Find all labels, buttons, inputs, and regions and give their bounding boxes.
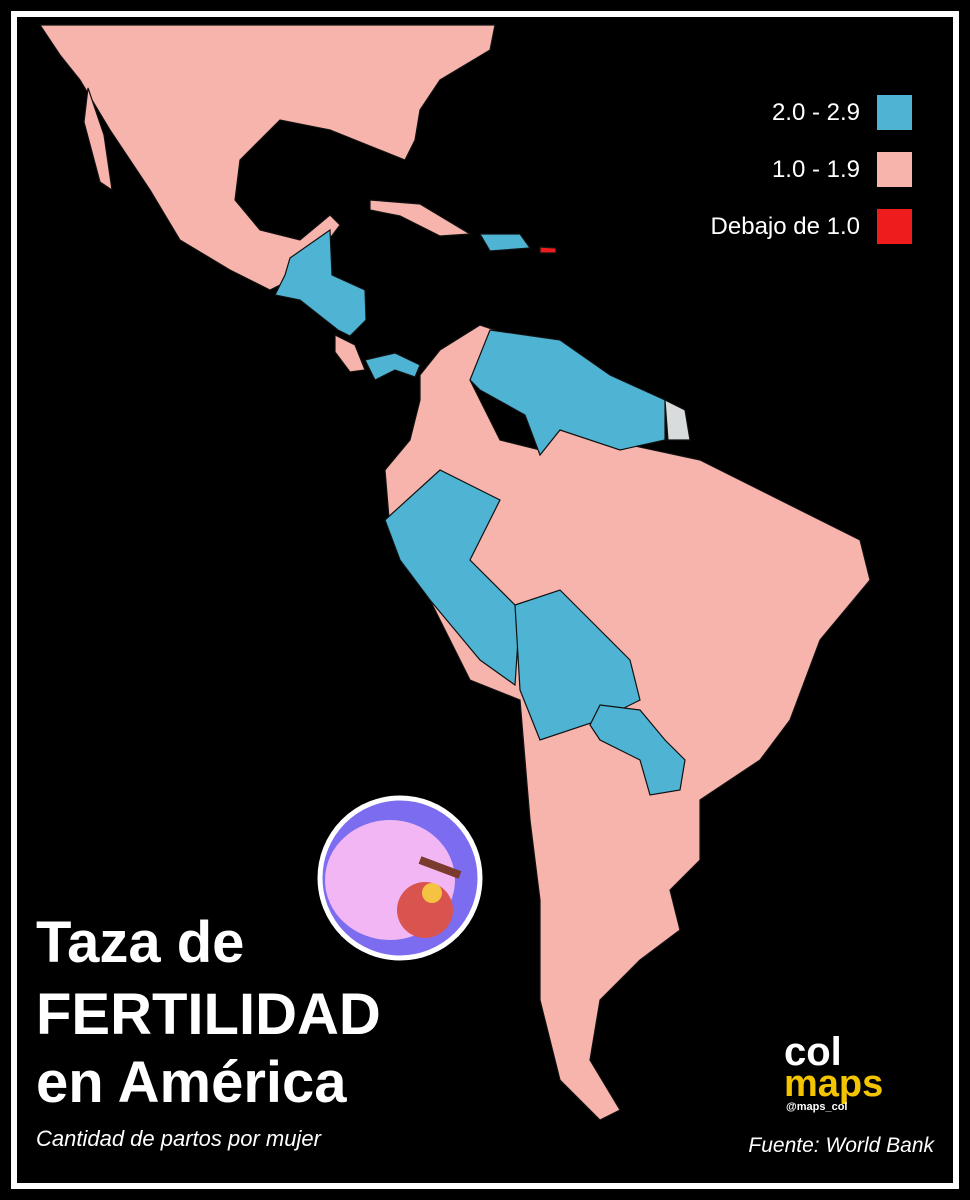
- logo: col maps @maps_col: [784, 1030, 883, 1113]
- hispaniola: [478, 233, 532, 252]
- title-line: en América: [36, 1050, 347, 1115]
- bolivia: [514, 589, 641, 741]
- panama: [364, 352, 421, 381]
- legend-swatch: [877, 209, 912, 244]
- logo-handle: @maps_col: [786, 1101, 847, 1113]
- north-america: [38, 24, 496, 291]
- logo-line: maps: [784, 1063, 883, 1105]
- logo-line: col: [784, 1030, 842, 1074]
- puerto-rico: [539, 246, 557, 254]
- central-america: [274, 228, 367, 337]
- frame: [11, 11, 959, 1189]
- illustration: [317, 795, 483, 961]
- subtitle: Cantidad de partos por mujer: [36, 1126, 323, 1151]
- french-guiana: [664, 398, 691, 441]
- paraguay: [589, 704, 686, 796]
- legend-label: Debajo de 1.0: [711, 213, 860, 240]
- legend-swatch: [877, 152, 912, 187]
- title-line: Taza de: [36, 910, 244, 975]
- legend: 2.0 - 2.9 1.0 - 1.9 Debajo de 1.0: [711, 95, 912, 244]
- map: [38, 24, 871, 1121]
- legend-label: 1.0 - 1.9: [772, 156, 860, 183]
- legend-label: 2.0 - 2.9: [772, 99, 860, 126]
- source: Fuente: World Bank: [748, 1134, 935, 1157]
- cuba: [369, 199, 472, 237]
- costa-rica: [334, 334, 366, 373]
- title-line: FERTILIDAD: [36, 982, 381, 1047]
- legend-swatch: [877, 95, 912, 130]
- venezuela-guyanas: [469, 329, 666, 457]
- baja: [83, 87, 113, 192]
